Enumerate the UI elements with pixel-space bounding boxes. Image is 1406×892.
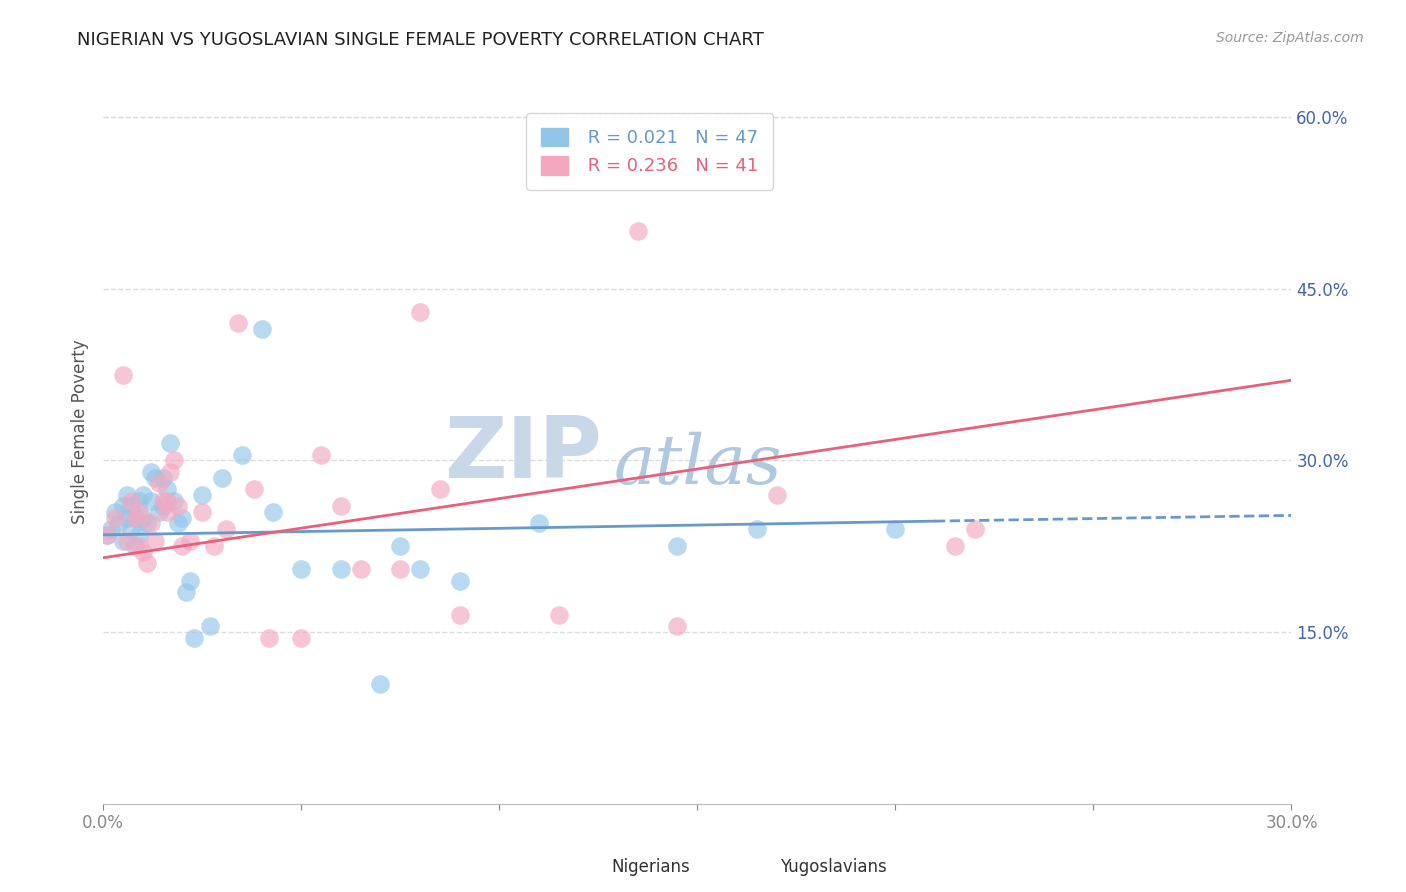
Point — [765, 488, 787, 502]
Point — [152, 500, 174, 514]
Point — [191, 488, 214, 502]
Point — [143, 533, 166, 548]
Point — [128, 528, 150, 542]
Point — [96, 528, 118, 542]
Point — [100, 522, 122, 536]
Point — [111, 368, 134, 382]
Point — [115, 488, 138, 502]
Point — [132, 510, 155, 524]
Point — [215, 522, 238, 536]
Point — [627, 224, 650, 238]
Point — [124, 510, 146, 524]
Point — [943, 539, 966, 553]
Legend:  R = 0.021   N = 47,  R = 0.236   N = 41: R = 0.021 N = 47, R = 0.236 N = 41 — [526, 113, 773, 190]
Point — [143, 470, 166, 484]
Point — [198, 619, 221, 633]
Point — [132, 545, 155, 559]
Point — [963, 522, 986, 536]
Point — [167, 516, 190, 531]
Point — [226, 316, 249, 330]
Point — [211, 470, 233, 484]
Point — [148, 505, 170, 519]
Point — [884, 522, 907, 536]
Text: atlas: atlas — [614, 432, 783, 499]
Point — [449, 607, 471, 622]
Point — [176, 585, 198, 599]
Point — [290, 562, 312, 576]
Point — [159, 436, 181, 450]
Point — [172, 510, 194, 524]
Point — [120, 500, 142, 514]
Point — [148, 476, 170, 491]
Point — [115, 533, 138, 548]
Point — [96, 528, 118, 542]
Point — [124, 510, 146, 524]
Point — [666, 619, 689, 633]
Point — [547, 607, 569, 622]
Point — [111, 500, 134, 514]
Point — [115, 510, 138, 524]
Point — [309, 448, 332, 462]
Point — [429, 482, 451, 496]
Point — [104, 510, 127, 524]
Point — [159, 465, 181, 479]
Point — [409, 562, 432, 576]
Point — [152, 493, 174, 508]
Point — [262, 505, 284, 519]
Point — [172, 539, 194, 553]
Point — [135, 557, 157, 571]
Point — [128, 539, 150, 553]
Point — [163, 453, 186, 467]
Point — [155, 505, 177, 519]
Point — [409, 304, 432, 318]
Y-axis label: Single Female Poverty: Single Female Poverty — [72, 340, 89, 524]
Point — [111, 533, 134, 548]
Point — [259, 631, 281, 645]
Point — [104, 505, 127, 519]
Point — [155, 493, 177, 508]
Point — [120, 493, 142, 508]
Point — [132, 488, 155, 502]
Point — [290, 631, 312, 645]
Point — [179, 574, 201, 588]
Point — [139, 516, 162, 531]
Point — [167, 500, 190, 514]
Point — [370, 677, 392, 691]
Point — [139, 493, 162, 508]
Point — [183, 631, 205, 645]
Text: Nigerians: Nigerians — [612, 858, 690, 876]
Point — [152, 470, 174, 484]
Point — [139, 465, 162, 479]
Point — [389, 562, 412, 576]
Point — [389, 539, 412, 553]
Point — [191, 505, 214, 519]
Point — [666, 539, 689, 553]
Point — [128, 505, 150, 519]
Point — [179, 533, 201, 548]
Text: Source: ZipAtlas.com: Source: ZipAtlas.com — [1216, 31, 1364, 45]
Point — [163, 493, 186, 508]
Point — [231, 448, 253, 462]
Point — [242, 482, 264, 496]
Point — [527, 516, 550, 531]
Point — [349, 562, 371, 576]
Point — [135, 516, 157, 531]
Point — [155, 482, 177, 496]
Point — [745, 522, 768, 536]
Point — [108, 516, 131, 531]
Text: ZIP: ZIP — [444, 413, 602, 496]
Point — [329, 562, 352, 576]
Point — [120, 522, 142, 536]
Text: Yugoslavians: Yugoslavians — [780, 858, 887, 876]
Point — [250, 322, 273, 336]
Point — [329, 500, 352, 514]
Point — [124, 539, 146, 553]
Text: NIGERIAN VS YUGOSLAVIAN SINGLE FEMALE POVERTY CORRELATION CHART: NIGERIAN VS YUGOSLAVIAN SINGLE FEMALE PO… — [77, 31, 763, 49]
Point — [202, 539, 225, 553]
Point — [449, 574, 471, 588]
Point — [128, 493, 150, 508]
